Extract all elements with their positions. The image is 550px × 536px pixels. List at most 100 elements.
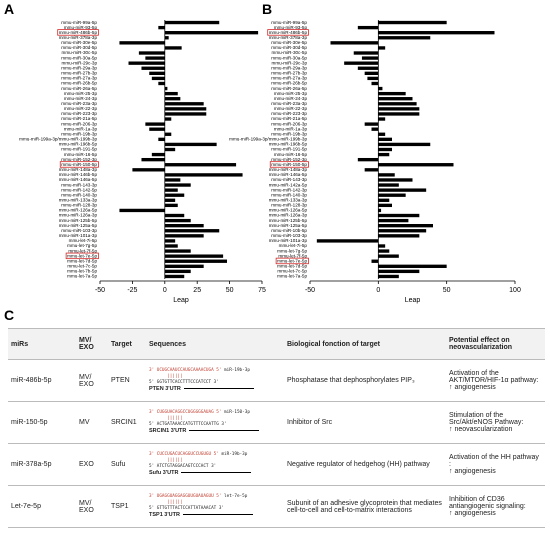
category-label: mmu-miR-128-3p <box>61 203 97 208</box>
bar <box>378 36 431 40</box>
utr-bar <box>181 471 252 474</box>
mirna-seq: 3' CUCCUGACUCAGGUCCUGUGU 5' <box>149 452 219 457</box>
category-label: mmu-miR-126a-3p <box>269 213 308 218</box>
category-label: mmu-miR-206-3p <box>61 121 97 126</box>
bar <box>378 198 390 202</box>
category-label: mmu-miR-23a-3p <box>61 101 97 106</box>
bar <box>164 163 237 167</box>
bar <box>119 41 165 45</box>
category-label: mmu-miR-140-3p <box>61 192 97 197</box>
bar <box>357 157 379 162</box>
bar <box>141 66 165 70</box>
effect: Inhibition of CD36 antiangiogenic signal… <box>449 496 526 510</box>
category-label: mmu-miR-133a-3p <box>269 198 308 203</box>
category-label: mmu-miR-10b-5p <box>271 228 307 233</box>
bar <box>164 198 176 202</box>
category-label: mmu-miR-142a-5p <box>269 182 308 187</box>
bar <box>164 244 178 248</box>
bar <box>378 218 409 223</box>
utr-bar <box>183 387 254 390</box>
category-label: mmu-let-7g-5p <box>67 243 97 248</box>
bar <box>371 81 379 86</box>
category-label: mmu-miR-126a-3p <box>59 213 98 218</box>
effect: Stimulation of the Src/Akt/eNOS Pathway: <box>449 412 524 426</box>
effect-cell: Activation of the HH pathway : ↑ angiogen… <box>446 443 545 486</box>
category-label: mmu-miR-24-3p <box>274 96 308 101</box>
category-label: mmu-let-7b-5p <box>67 269 97 274</box>
utr-label: PTEN 3'UTR <box>149 386 181 392</box>
bar <box>330 41 379 45</box>
bar <box>378 274 399 279</box>
category-label: mmu-let-7a-5p <box>67 274 97 279</box>
utr-line: PTEN 3'UTR <box>149 386 281 393</box>
bar <box>378 208 382 213</box>
category-label: mmu-miR-103-3p <box>271 233 307 238</box>
mir-cell: miR-378a-5p <box>8 443 76 486</box>
effect: Activation of the AKT/MTOR/HIF-1α pathwa… <box>449 370 539 384</box>
utr-seq: 5' ATCTGTAGGACAGTCCCACT 3' <box>149 464 217 469</box>
category-label: mmu-miR-378a-3p <box>59 35 98 40</box>
category-label: mmu-miR-126a-5p <box>59 208 98 213</box>
bar <box>119 208 165 213</box>
category-label: mmu-let-7a-5p <box>277 274 307 279</box>
bar <box>164 107 207 111</box>
vesicle-cell: MV/ EXO <box>76 359 108 402</box>
bar <box>164 178 181 182</box>
mir-cell: miR-486b-5p <box>8 359 76 402</box>
utr-seq: 5' GGTGTTCACCTTTCCCATCCT 3' <box>149 380 219 385</box>
category-label: mmu-miR-142-5p <box>61 187 97 192</box>
mirna-name: miR-19b-3p <box>224 368 250 373</box>
sequence: 3' UGAGGUAGGAGGUUGUAUAGUU 5' let-7e-5p |… <box>149 494 281 519</box>
category-label: mmu-miR-26b-5p <box>271 81 307 86</box>
bar <box>378 178 413 182</box>
category-label: mmu-let-7d-5p <box>277 264 307 269</box>
category-label: mmu-miR-196b-5p <box>269 142 308 147</box>
bar <box>132 168 165 172</box>
bar <box>164 229 220 233</box>
category-label: mmu-miR-22-3p <box>64 106 98 111</box>
category-label: mmu-miR-16-5p <box>274 152 308 157</box>
category-label: mmu-miR-146a-5p <box>269 172 308 177</box>
category-label: mmu-miR-27b-3p <box>271 71 307 76</box>
bar <box>378 264 447 268</box>
category-label: mmu-miR-29a-3p <box>271 65 307 70</box>
header: miRs <box>8 328 76 360</box>
mirna-name: miR-150-3p <box>224 410 250 415</box>
bar <box>164 188 178 192</box>
bar <box>164 269 191 274</box>
bar <box>378 112 420 116</box>
bar <box>164 20 220 25</box>
row: miR-378a-5p EXO Sufu 3' CUCCUGACUCAGGUCCUGU… <box>8 443 545 486</box>
bar <box>378 163 454 167</box>
category-label: mmu-miR-25-3p <box>274 91 308 96</box>
x-tick-label: 75 <box>258 287 266 294</box>
bar <box>316 239 379 243</box>
target-cell: TSP1 <box>108 485 146 528</box>
sequence-cell: 3' UCUGCAAUCCAUGCAAAACUGA 5' miR-19b-3p … <box>146 359 284 402</box>
bar <box>164 218 191 223</box>
bar <box>164 147 176 152</box>
bar <box>378 31 495 35</box>
category-label: mmu-let-7i-5p <box>279 243 308 248</box>
mirna-name: miR-19b-3p <box>221 452 248 457</box>
mirna-seq: 3' CUGGUACAGGCCUGGGGGAUAG 5' <box>149 410 222 415</box>
bar <box>367 76 379 81</box>
category-label: mmu-miR-146a-5p <box>59 177 98 182</box>
category-label: mmu-miR-199a-3p/mmu-miR-199b-3p <box>229 137 307 142</box>
highlight-box <box>57 29 99 36</box>
category-label: mmu-miR-133a-3p <box>59 198 98 203</box>
bar <box>164 259 228 263</box>
bar <box>378 152 390 157</box>
panel-label: B <box>262 1 272 17</box>
sequence-cell: 3' UGAGGUAGGAGGUUGUAUAGUU 5' let-7e-5p |… <box>146 485 284 528</box>
category-label: mmu-miR-378a-3p <box>269 35 308 40</box>
bar <box>164 239 176 243</box>
category-label: mmu-miR-99a-5p <box>61 20 97 25</box>
outcome: ↑ angiogenesis <box>449 468 496 475</box>
bar <box>138 51 165 55</box>
category-label: mmu-miR-150-5p <box>271 162 307 167</box>
category-label: mmu-miR-152-3p <box>61 157 97 162</box>
sequence: 3' UCUGCAAUCCAUGCAAAACUGA 5' miR-19b-3p … <box>149 368 281 393</box>
x-tick-label: 0 <box>376 287 380 294</box>
effect-cell: Activation of the AKT/MTOR/HIF-1α pathwa… <box>446 359 545 402</box>
